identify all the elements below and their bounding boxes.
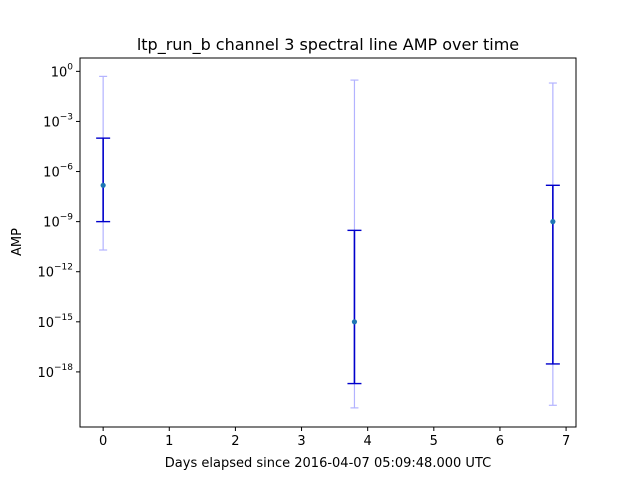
x-axis: 0 1 2 3 4 5 6 7: [99, 427, 570, 449]
x-tick-label: 1: [165, 434, 173, 449]
x-axis-label: Days elapsed since 2016-04-07 05:09:48.0…: [165, 456, 491, 471]
plot-area: [96, 75, 560, 409]
plot-frame: [79, 57, 577, 428]
y-tick-label: 10−12: [37, 263, 73, 281]
x-tick-label: 6: [496, 434, 504, 449]
x-tick-label: 4: [364, 434, 372, 449]
x-tick-label: 5: [430, 434, 438, 449]
y-tick-label: 10−18: [37, 363, 73, 381]
y-tick-label: 10−3: [43, 112, 73, 130]
y-tick-label: 10−9: [43, 213, 73, 231]
y-tick-label: 10−6: [43, 163, 73, 181]
data-point: [550, 219, 556, 225]
y-axis: 100 10−3 10−6 10−9 10−12 10−15 10−18: [37, 62, 80, 381]
data-point: [100, 182, 106, 188]
chart-title: ltp_run_b channel 3 spectral line AMP ov…: [137, 35, 519, 55]
data-point: [351, 319, 358, 325]
y-axis-label: AMP: [10, 228, 25, 256]
y-tick-label: 100: [51, 62, 74, 80]
x-tick-label: 0: [99, 434, 107, 449]
x-tick-label: 3: [297, 434, 305, 449]
x-tick-label: 2: [231, 434, 239, 449]
y-tick-label: 10−15: [37, 313, 73, 331]
x-tick-label: 7: [562, 434, 570, 449]
